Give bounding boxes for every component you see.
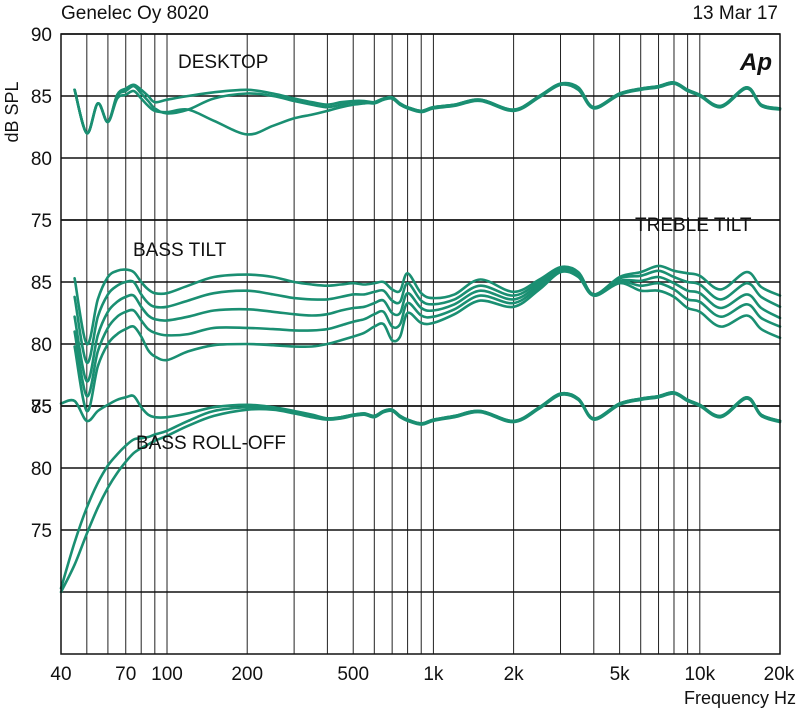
response-curve-panel2-series4: [73, 268, 782, 398]
response-curve-panel2-series5: [73, 270, 782, 413]
grid: [60, 33, 781, 654]
response-curve-panel2-series3: [73, 267, 782, 383]
response-curve-panel2-series1: [73, 264, 782, 346]
y-tick-label: 75: [31, 397, 52, 418]
x-tick-label: 40: [50, 664, 71, 685]
y-tick-label: 75: [31, 521, 52, 542]
x-tick-label: 10k: [684, 664, 715, 685]
y-tick-label: 85: [31, 397, 52, 418]
x-tick-label: 500: [337, 664, 369, 685]
y-tick-label: 90: [31, 25, 52, 46]
x-axis-title: Frequency Hz: [684, 688, 796, 708]
y-axis-title: dB SPL: [2, 81, 22, 142]
x-tick-label: 70: [115, 664, 136, 685]
response-curve-panel3-series2: [59, 391, 782, 590]
panel-label-treble-tilt: TREBLE TILT: [635, 215, 752, 236]
response-curve-panel3-series1: [59, 391, 782, 425]
panel-label-desktop: DESKTOP: [178, 52, 268, 73]
y-tick-label: 80: [31, 459, 52, 480]
chart-date: 13 Mar 17: [692, 3, 778, 24]
ap-logo: Ap: [739, 49, 772, 76]
y-tick-label: 75: [31, 211, 52, 232]
y-tick-label: 85: [31, 87, 52, 108]
x-tick-label: 5k: [610, 664, 631, 685]
x-tick-label: 2k: [504, 664, 525, 685]
response-curve-panel1-series3: [73, 81, 782, 135]
x-tick-label: 100: [151, 664, 183, 685]
x-tick-label: 20k: [764, 664, 795, 685]
response-curve-panel2-series2: [73, 266, 782, 364]
x-tick-label: 200: [231, 664, 263, 685]
response-curves: [59, 81, 782, 594]
y-tick-label: 80: [31, 335, 52, 356]
y-tick-label: 85: [31, 273, 52, 294]
chart-title: Genelec Oy 8020: [61, 3, 209, 24]
y-tick-label: 80: [31, 149, 52, 170]
plot-frame: [60, 33, 781, 655]
response-curve-panel3-series3: [59, 392, 782, 594]
panel-label-bass-tilt: BASS TILT: [133, 240, 227, 261]
x-tick-label: 1k: [423, 664, 444, 685]
panel-label-bass-roll-off: BASS ROLL-OFF: [136, 433, 286, 454]
